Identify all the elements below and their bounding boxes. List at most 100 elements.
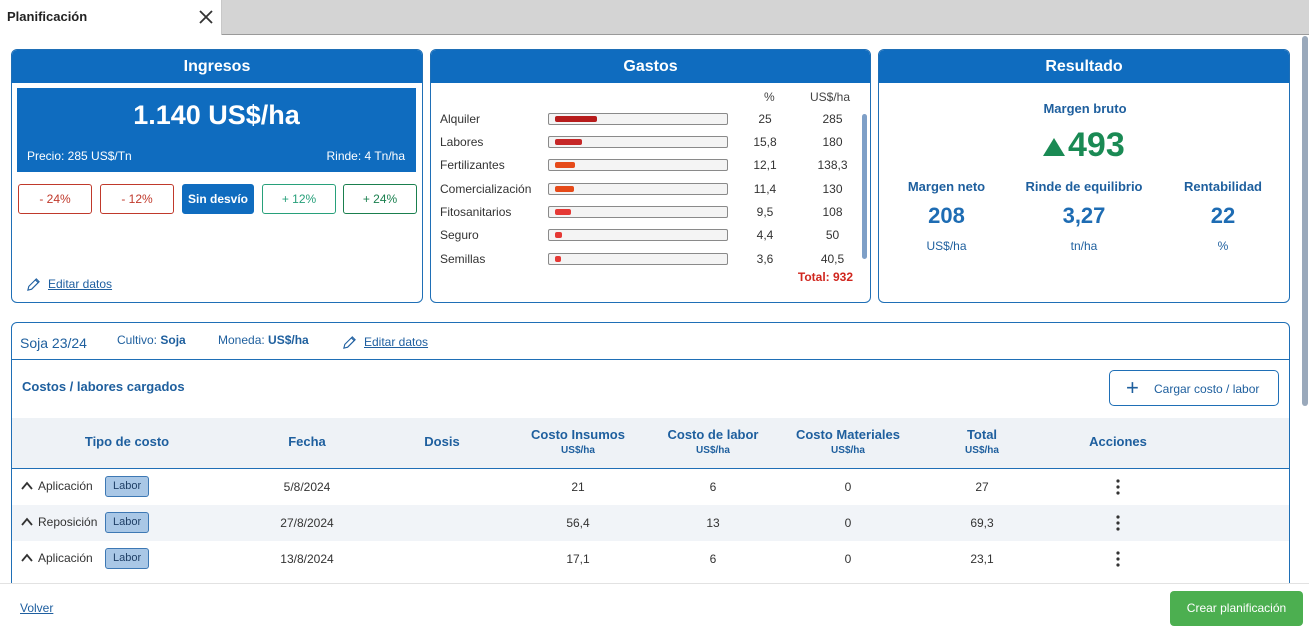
gastos-bar-track: [548, 229, 728, 241]
col-tipo-label: Tipo de costo: [84, 434, 170, 449]
col-fecha-label: Fecha: [288, 434, 326, 449]
triangle-up-icon: [1043, 138, 1065, 156]
gastos-usd: 50: [825, 228, 840, 242]
gastos-usd: 285: [822, 112, 843, 126]
deviation-minus-12-button[interactable]: - 12%: [100, 184, 174, 214]
costos-panel: Soja 23/24 Cultivo: Soja Moneda: US$/ha …: [11, 322, 1290, 592]
col-total-unit: US$/ha: [965, 445, 999, 456]
gastos-label: Semillas: [440, 252, 486, 266]
pencil-icon[interactable]: [342, 335, 357, 350]
back-link[interactable]: Volver: [20, 601, 54, 615]
cell-insumos: 56,4: [566, 516, 590, 530]
more-vertical-icon[interactable]: [1112, 514, 1124, 532]
rentabilidad-unit: %: [1217, 239, 1229, 253]
table-header: Tipo de costo Fecha Dosis Costo Insumos U…: [12, 418, 1289, 469]
rentabilidad-value: 22: [1210, 203, 1236, 228]
table-row[interactable]: Aplicación Labor 13/8/2024 17,1 6 0 23,1: [12, 541, 1289, 577]
gastos-label: Comercialización: [440, 182, 532, 196]
chevron-up-icon[interactable]: [20, 551, 34, 565]
cell-insumos: 17,1: [566, 552, 590, 566]
add-cost-button[interactable]: + Cargar costo / labor: [1109, 370, 1279, 406]
margen-neto-label: Margen neto: [907, 179, 986, 194]
gastos-label: Seguro: [440, 228, 479, 242]
gastos-usd: 40,5: [820, 252, 845, 266]
footer: Volver Crear planificación: [0, 583, 1309, 629]
pencil-icon[interactable]: [26, 277, 41, 292]
gastos-usd: 138,3: [817, 158, 848, 172]
more-vertical-icon[interactable]: [1112, 550, 1124, 568]
gastos-pct: 9,5: [756, 205, 774, 219]
rinde-equilibrio-unit: tn/ha: [1070, 239, 1098, 253]
gastos-label: Alquiler: [440, 112, 481, 126]
col-tipo[interactable]: Tipo de costo: [52, 434, 202, 449]
gastos-label: Fertilizantes: [440, 158, 505, 172]
deviation-plus-12-button[interactable]: + 12%: [262, 184, 336, 214]
col-insumos[interactable]: Costo Insumos US$/ha: [512, 427, 644, 456]
col-acciones-label: Acciones: [1089, 434, 1147, 449]
gastos-pct: 25: [758, 112, 772, 126]
margen-bruto-label: Margen bruto: [1043, 101, 1127, 116]
col-acciones: Acciones: [1068, 434, 1168, 449]
table-row[interactable]: Aplicación Labor 5/8/2024 21 6 0 27: [12, 469, 1289, 505]
cell-materiales: 0: [844, 516, 852, 530]
create-planning-button[interactable]: Crear planificación: [1170, 591, 1303, 626]
ingresos-value: 1.140 US$/ha: [133, 100, 300, 130]
gastos-card: Gastos % US$/ha Alquiler 25 285 Labores 15,8…: [430, 49, 871, 303]
plus-icon: +: [1126, 375, 1139, 400]
gastos-pct: 11,4: [753, 182, 777, 196]
gastos-pct: 12,1: [753, 158, 777, 172]
chevron-up-icon[interactable]: [20, 515, 34, 529]
gastos-bar-track: [548, 136, 728, 148]
col-labor[interactable]: Costo de labor US$/ha: [648, 427, 778, 456]
cell-total: 23,1: [970, 552, 994, 566]
precio-label: Precio: 285 US$/Tn: [27, 149, 132, 163]
gastos-bar-fill: [555, 209, 571, 215]
gastos-pct: 3,6: [756, 252, 774, 266]
deviation-minus-24-button[interactable]: - 24%: [18, 184, 92, 214]
moneda-value: US$/ha: [268, 333, 309, 347]
cultivo-value: Soja: [160, 333, 186, 347]
col-total-label: Total: [966, 427, 998, 442]
more-vertical-icon[interactable]: [1112, 478, 1124, 496]
ingresos-edit-link[interactable]: Editar datos: [48, 277, 113, 291]
col-materiales[interactable]: Costo Materiales US$/ha: [778, 427, 918, 456]
gastos-pct: 4,4: [756, 228, 774, 242]
cultivo-key: Cultivo:: [117, 333, 158, 347]
gastos-pct: 15,8: [753, 135, 777, 149]
chevron-up-icon[interactable]: [20, 479, 34, 493]
cell-labor: 6: [709, 552, 717, 566]
resultado-card: Resultado Margen bruto 493 Margen neto 2…: [878, 49, 1290, 303]
col-total[interactable]: Total US$/ha: [932, 427, 1032, 456]
rentabilidad-label: Rentabilidad: [1183, 179, 1262, 194]
gastos-row: Seguro 4,4 50: [440, 226, 860, 246]
campaign-label: Soja 23/24: [20, 335, 87, 351]
tab-bar: Planificación: [0, 0, 1309, 35]
col-fecha[interactable]: Fecha: [242, 434, 372, 449]
gastos-row: Fertilizantes 12,1 138,3: [440, 156, 860, 176]
gastos-bar-track: [548, 113, 728, 125]
gastos-label: Labores: [440, 135, 484, 149]
gastos-bar-fill: [555, 232, 562, 238]
rinde-equilibrio-value: 3,27: [1062, 203, 1106, 228]
page-scrollbar[interactable]: [1302, 36, 1308, 406]
col-dosis[interactable]: Dosis: [382, 434, 502, 449]
cell-total: 27: [975, 480, 989, 494]
panel-edit-link[interactable]: Editar datos: [364, 335, 429, 349]
col-labor-label: Costo de labor: [667, 427, 759, 442]
close-icon[interactable]: [196, 7, 216, 27]
deviation-plus-24-button[interactable]: + 24%: [343, 184, 417, 214]
panel-info-bar: Soja 23/24 Cultivo: Soja Moneda: US$/ha …: [12, 323, 1289, 360]
gastos-bar-fill: [555, 186, 574, 192]
gastos-col-usd: US$/ha: [810, 90, 851, 104]
moneda-label: Moneda: US$/ha: [218, 333, 309, 347]
deviation-none-button[interactable]: Sin desvío: [182, 184, 254, 214]
tab-planificacion[interactable]: Planificación: [0, 0, 222, 35]
gastos-usd: 108: [822, 205, 843, 219]
col-insumos-unit: US$/ha: [561, 445, 595, 456]
margen-neto-unit: US$/ha: [926, 239, 967, 253]
table-row[interactable]: Reposición Labor 27/8/2024 56,4 13 0 69,3: [12, 505, 1289, 541]
cultivo-label: Cultivo: Soja: [117, 333, 186, 347]
cost-type: Aplicación: [38, 551, 93, 565]
gastos-bar-fill: [555, 256, 561, 262]
gastos-scrollbar[interactable]: [862, 114, 867, 259]
